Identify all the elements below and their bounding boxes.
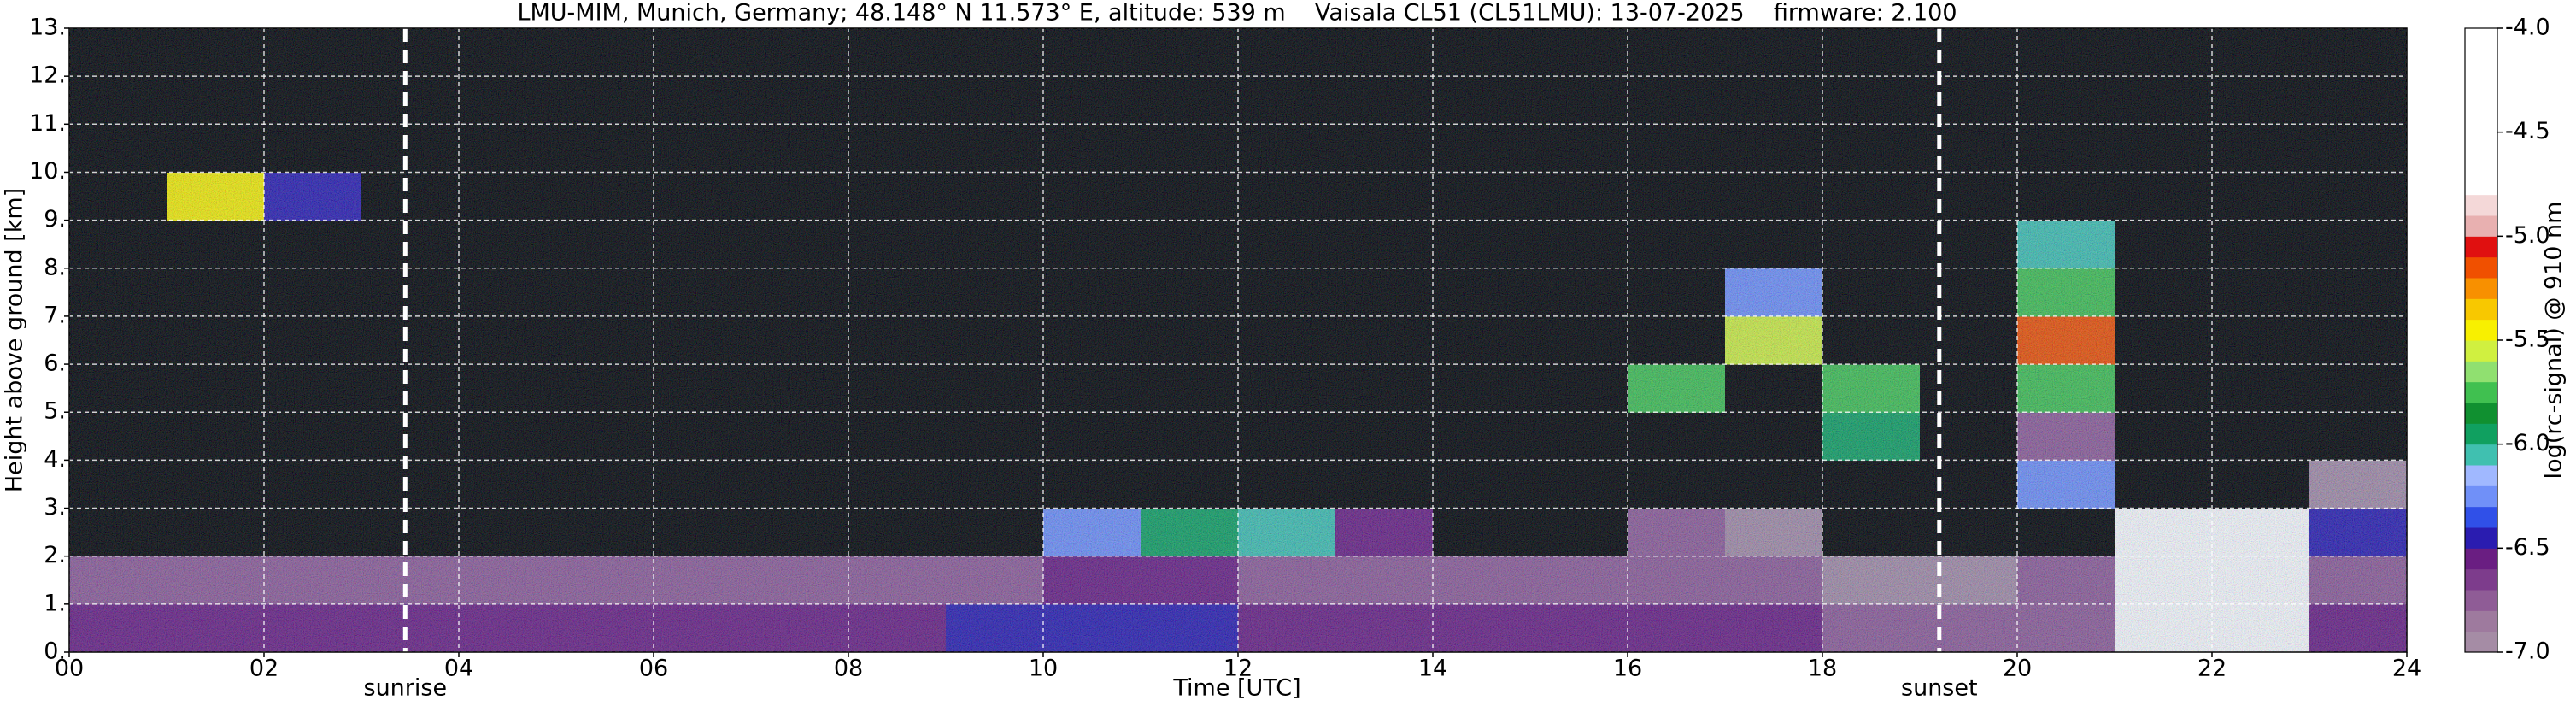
y-tick-label: 0.: [44, 638, 66, 665]
colorbar-band: [2465, 361, 2497, 383]
colorbar-band: [2465, 278, 2497, 299]
colorbar-band: [2465, 340, 2497, 362]
colorbar-tick-label: -4.5: [2505, 118, 2550, 144]
colorbar-band: [2465, 298, 2497, 321]
colorbar-band: [2465, 153, 2497, 174]
colorbar-band: [2465, 403, 2497, 424]
colorbar-band: [2465, 111, 2497, 133]
y-tick-label: 5.: [44, 398, 66, 425]
colorbar-band: [2465, 91, 2497, 112]
colorbar-band: [2465, 527, 2497, 549]
x-tick-label: 06: [639, 656, 668, 682]
x-axis-label: Time [UTC]: [1172, 675, 1300, 702]
y-tick-label: 1.: [44, 590, 66, 616]
x-tick-label: 02: [249, 656, 279, 682]
x-tick-label: 04: [444, 656, 473, 682]
y-tick-label: 11.: [29, 110, 66, 137]
x-tick-label: 10: [1029, 656, 1058, 682]
chart-title: LMU-MIM, Munich, Germany; 48.148° N 11.5…: [517, 0, 1957, 26]
y-tick-label: 13.: [29, 15, 66, 41]
y-tick-label: 10.: [29, 158, 66, 185]
plot-frame: [68, 27, 2408, 653]
colorbar-band: [2465, 485, 2497, 508]
x-tick-label: 12: [1223, 656, 1253, 682]
colorbar-band: [2465, 236, 2497, 258]
colorbar-band: [2465, 590, 2497, 611]
annotation-label: sunrise: [364, 675, 448, 702]
colorbar-tick-label: -4.0: [2505, 15, 2550, 41]
y-tick-label: 8.: [44, 254, 66, 280]
colorbar-band: [2465, 256, 2497, 279]
colorbar-band: [2465, 465, 2497, 486]
y-tick-label: 6.: [44, 350, 66, 377]
colorbar-tick-label: -7.0: [2505, 638, 2550, 665]
colorbar-band: [2465, 28, 2497, 50]
colorbar-band: [2465, 548, 2497, 570]
x-tick-label: 22: [2198, 656, 2227, 682]
y-tick-label: 2.: [44, 542, 66, 568]
x-tick-label: 14: [1418, 656, 1447, 682]
colorbar-label: log(rc-signal) @ 910 nm: [2541, 202, 2567, 479]
colorbar-band: [2465, 69, 2497, 91]
y-axis-label: Height above ground [km]: [2, 188, 28, 492]
y-tick-label: 7.: [44, 302, 66, 328]
colorbar-tick-label: -5.0: [2505, 222, 2550, 249]
y-tick-label: 12.: [29, 62, 66, 89]
colorbar-band: [2465, 194, 2497, 216]
colorbar-band: [2465, 174, 2497, 196]
colorbar-band: [2465, 506, 2497, 528]
x-tick-label: 00: [55, 656, 84, 682]
x-tick-label: 16: [1613, 656, 1642, 682]
colorbar-band: [2465, 631, 2497, 653]
colorbar-band: [2465, 568, 2497, 591]
colorbar-band: [2465, 132, 2497, 154]
colorbar-band: [2465, 49, 2497, 71]
colorbar-tick-label: -6.5: [2505, 534, 2550, 561]
y-tick-label: 4.: [44, 446, 66, 473]
y-tick-label: 3.: [44, 494, 66, 521]
colorbar-band: [2465, 381, 2497, 403]
x-tick-label: 08: [834, 656, 863, 682]
colorbar-tick-label: -6.0: [2505, 430, 2550, 456]
x-tick-label: 20: [2003, 656, 2032, 682]
colorbar-band: [2465, 319, 2497, 341]
y-tick-label: 9.: [44, 206, 66, 232]
x-tick-label: 24: [2392, 656, 2421, 682]
colorbar-band: [2465, 215, 2497, 237]
colorbar-band: [2465, 444, 2497, 466]
x-tick-label: 18: [1808, 656, 1837, 682]
annotation-label: sunset: [1901, 675, 1978, 702]
colorbar-band: [2465, 610, 2497, 632]
colorbar-tick-label: -5.5: [2505, 327, 2550, 353]
colorbar-band: [2465, 423, 2497, 445]
